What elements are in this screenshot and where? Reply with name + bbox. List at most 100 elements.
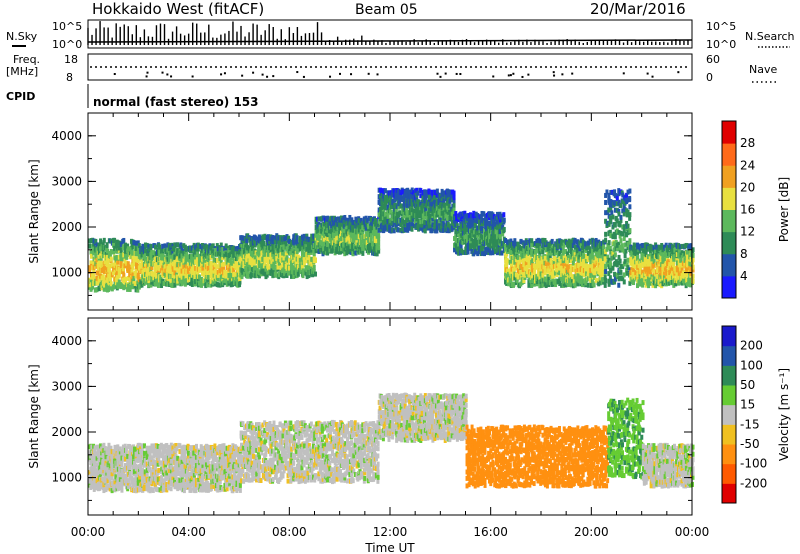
echo-cell (305, 274, 309, 280)
echo-cell (209, 248, 213, 254)
echo-cell (496, 211, 500, 217)
echo-cell (384, 219, 388, 225)
echo-cell (581, 282, 585, 288)
echo-cell (497, 243, 501, 249)
echo-cell (518, 259, 522, 265)
echo-cell (230, 268, 234, 274)
echo-cell (180, 248, 184, 254)
echo-cell (602, 262, 606, 268)
echo-cell (389, 195, 393, 201)
echo-cell (175, 274, 179, 280)
echo-cell (102, 251, 106, 257)
echo-cell (300, 256, 304, 262)
nave-dot (512, 72, 515, 75)
echo-cell (566, 251, 570, 257)
echo-cell (504, 247, 508, 253)
echo-cell (235, 262, 239, 268)
echo-cell (435, 198, 439, 204)
echo-cell (470, 223, 474, 229)
echo-cell (171, 250, 175, 256)
echo-cell (245, 265, 249, 271)
echo-cell (463, 221, 467, 227)
echo-cell (288, 238, 292, 244)
echo-cell (344, 240, 348, 246)
echo-cell (164, 249, 168, 255)
echo-cell (618, 233, 622, 239)
echo-cell (377, 233, 381, 239)
echo-cell (263, 251, 267, 257)
echo-cell (347, 235, 351, 241)
echo-cell (225, 265, 229, 271)
echo-cell (513, 259, 517, 265)
freq-tick-low: 8 (66, 71, 73, 84)
echo-cell (326, 238, 330, 244)
echo-cell (496, 229, 500, 235)
echo-cell (143, 279, 147, 285)
echo-cell (617, 191, 621, 197)
nave-dot (553, 74, 556, 77)
echo-cell (369, 240, 373, 246)
echo-cell (178, 258, 182, 264)
echo-cell (277, 260, 281, 266)
echo-cell (136, 287, 140, 293)
echo-cell (625, 192, 629, 198)
echo-cell (123, 258, 127, 264)
echo-cell (308, 256, 312, 262)
echo-cell (117, 269, 121, 275)
echo-cell (550, 238, 554, 244)
echo-cell (156, 282, 160, 288)
echo-cell (619, 269, 623, 275)
echo-cell (295, 235, 299, 241)
echo-cell (522, 278, 526, 284)
echo-cell (333, 243, 337, 249)
echo-cell (562, 255, 566, 261)
echo-cell (621, 199, 625, 205)
echo-cell (622, 248, 626, 254)
echo-cell (482, 243, 486, 249)
echo-cell (492, 245, 496, 251)
echo-cell (632, 249, 636, 255)
echo-cell (576, 248, 580, 254)
echo-cell (257, 234, 261, 240)
echo-cell (615, 228, 619, 234)
echo-cell (657, 278, 661, 284)
echo-cell (180, 255, 184, 261)
echo-cell (586, 240, 590, 246)
echo-cell (606, 254, 610, 260)
echo-cell (440, 188, 444, 194)
echo-cell (425, 192, 429, 198)
echo-cell (308, 260, 312, 266)
echo-cell (621, 231, 625, 237)
echo-cell (476, 215, 480, 221)
echo-cell (435, 228, 439, 234)
echo-cell (439, 208, 443, 214)
echo-cell (184, 263, 188, 269)
echo-cell (578, 263, 582, 269)
echo-cell (408, 210, 412, 216)
echo-cell (95, 280, 99, 286)
echo-cell (619, 230, 623, 236)
echo-cell (408, 206, 412, 212)
echo-cell (652, 258, 656, 264)
echo-cell (252, 238, 256, 244)
echo-cell (240, 274, 244, 280)
echo-cell (314, 240, 318, 246)
echo-cell (592, 282, 596, 288)
echo-cell (180, 274, 184, 280)
echo-cell (558, 277, 562, 283)
echo-cell (512, 281, 516, 287)
beam-label: Beam 05 (355, 2, 418, 18)
echo-cell (317, 221, 321, 227)
echo-cell (609, 189, 613, 195)
echo-cell (632, 253, 636, 259)
echo-cell (149, 255, 153, 261)
echo-cell (248, 263, 252, 269)
echo-cell (655, 256, 659, 262)
echo-cell (501, 224, 505, 230)
echo-cell (622, 211, 626, 217)
echo-cell (476, 244, 480, 250)
echo-cell (544, 266, 548, 272)
echo-cell (125, 260, 129, 266)
echo-cell (581, 262, 585, 268)
echo-cell (232, 262, 236, 268)
